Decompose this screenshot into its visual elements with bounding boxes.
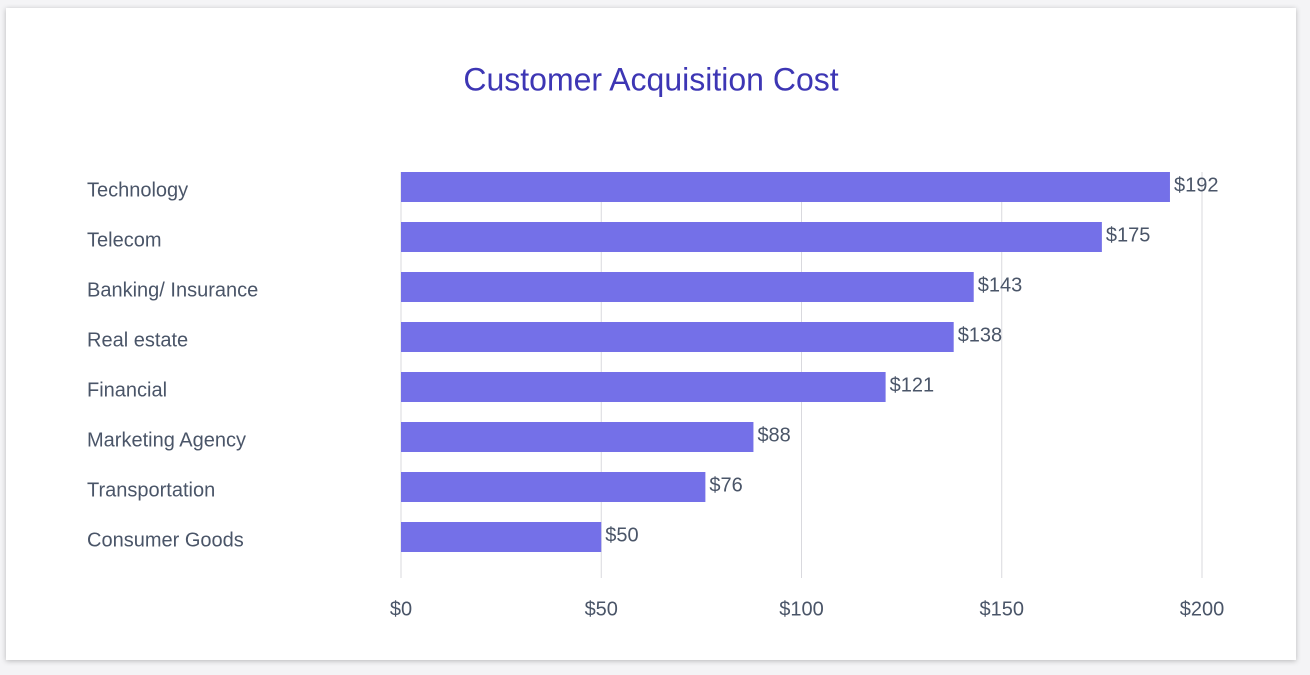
value-label: $138 <box>958 324 1003 346</box>
value-label: $175 <box>1106 224 1151 246</box>
bar <box>401 422 754 452</box>
value-label: $143 <box>978 274 1023 296</box>
x-tick-label: $150 <box>980 598 1025 620</box>
bar <box>401 522 602 552</box>
y-tick-label: Real estate <box>87 329 188 351</box>
y-tick-label: Telecom <box>87 229 161 251</box>
y-tick-label: Banking/ Insurance <box>87 279 258 301</box>
bar <box>401 272 974 302</box>
x-tick-label: $0 <box>390 598 412 620</box>
bar <box>401 222 1102 252</box>
bar <box>401 472 706 502</box>
chart-title: Customer Acquisition Cost <box>463 61 838 97</box>
value-label: $76 <box>709 474 742 496</box>
y-tick-label: Transportation <box>87 479 215 501</box>
value-label: $121 <box>890 374 935 396</box>
y-tick-label: Technology <box>87 179 188 201</box>
value-label: $88 <box>757 424 790 446</box>
bar <box>401 322 954 352</box>
x-tick-label: $200 <box>1180 598 1225 620</box>
y-tick-label: Consumer Goods <box>87 529 244 551</box>
y-tick-label: Financial <box>87 379 167 401</box>
x-tick-label: $50 <box>585 598 618 620</box>
bar <box>401 372 886 402</box>
y-tick-label: Marketing Agency <box>87 429 246 451</box>
value-label: $192 <box>1174 174 1219 196</box>
value-label: $50 <box>605 524 638 546</box>
x-tick-label: $100 <box>779 598 824 620</box>
bar <box>401 172 1170 202</box>
